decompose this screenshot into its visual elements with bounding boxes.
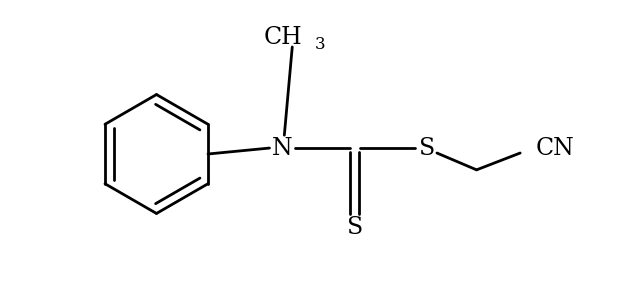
Text: S: S [346, 216, 363, 239]
Text: N: N [272, 136, 292, 160]
Text: S: S [419, 136, 435, 160]
Text: CH: CH [264, 26, 302, 49]
Text: CN: CN [536, 136, 575, 160]
Text: 3: 3 [315, 35, 325, 52]
